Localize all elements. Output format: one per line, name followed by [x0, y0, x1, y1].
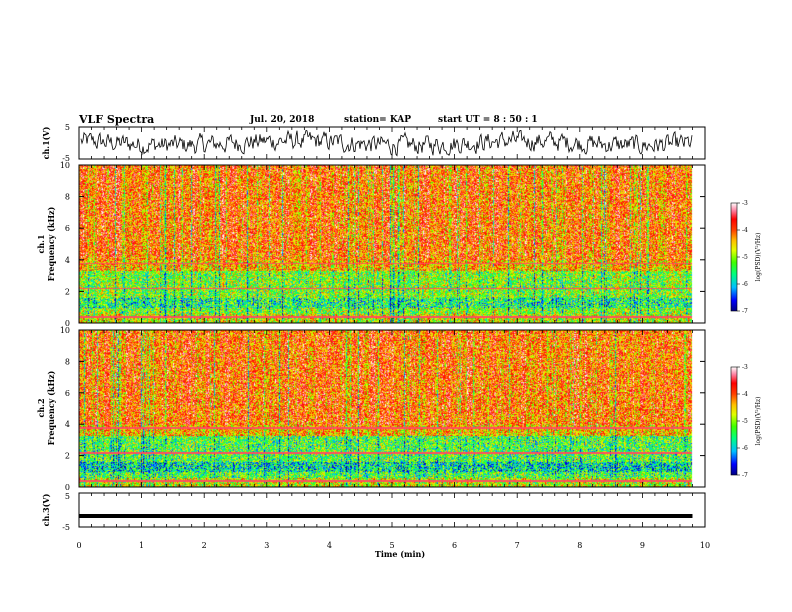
- ch3-ytick-top: 5: [65, 492, 70, 501]
- time-tick-label: 7: [515, 541, 520, 550]
- ch2-spectrogram-image: [79, 330, 705, 487]
- ch1-waveform-line: [80, 129, 693, 157]
- ch1-ytick-label: 10: [60, 161, 70, 170]
- time-tick-label: 10: [700, 541, 710, 550]
- ch2-colorbar-tick-label: -4: [742, 391, 748, 398]
- ch2-colorbar-tick-label: -7: [742, 472, 748, 479]
- ch2-spectrogram-channel: ch.2Frequency (kHz): [36, 370, 56, 445]
- time-axis-label: Time (min): [375, 549, 425, 559]
- ch2-colorbar-tick-label: -5: [742, 418, 748, 425]
- time-tick-label: 8: [577, 541, 582, 550]
- ch2-ytick-label: 4: [65, 420, 70, 429]
- ch1-ytick-label: 8: [65, 193, 70, 202]
- time-tick-label: 1: [139, 541, 144, 550]
- time-axis-ticks: 0 1 2 3 4 5 6 7 8 9 10: [76, 127, 710, 550]
- ch1-colorbar-label: log(PSD)(V²/Hz): [755, 233, 762, 282]
- time-tick-label: 6: [452, 541, 457, 550]
- ch1-colorbar-ticks: -3 -4 -5 -6 -7: [737, 200, 748, 315]
- ch1-colorbar-tick-label: -6: [742, 281, 748, 288]
- ch2-yticks: 0 2 4 6 8 10: [60, 326, 705, 492]
- time-tick-label: 0: [76, 541, 81, 550]
- ch2-ytick-label: 0: [65, 483, 70, 492]
- ch1-ytick-label: 4: [65, 256, 70, 265]
- ch1-colorbar-tick-label: -7: [742, 308, 748, 315]
- recording-date: Jul. 20, 2018: [250, 115, 315, 125]
- ch2-ytick-label: 10: [60, 326, 70, 335]
- ch2-ytick-label: 6: [65, 389, 70, 398]
- ch1-colorbar-tick-label: -3: [742, 200, 748, 207]
- station-label: station= KAP: [344, 115, 412, 125]
- ch2-colorbar-label: log(PSD)(V²/Hz): [755, 397, 762, 446]
- ch1-yticks: 0 2 4 6 8 10: [60, 161, 705, 328]
- ch2-colorbar: [730, 366, 738, 476]
- ch2-colorbar-tick-label: -3: [742, 364, 748, 371]
- ch2-colorbar-ticks: -3 -4 -5 -6 -7: [737, 364, 748, 479]
- ch1-colorbar-tick-label: -5: [742, 254, 748, 261]
- time-tick-label: 5: [389, 541, 394, 550]
- ch1-spectrogram-panel: 0 2 4 6 8 10 ch.1Frequency (kHz) -3 -4 -5 -6 -7 l…: [36, 161, 762, 328]
- ch1-ytick-label: 2: [65, 287, 70, 296]
- ch1-waveform-panel: 5 -5 ch.1(V): [41, 123, 706, 163]
- ch2-ytick-label: 8: [65, 357, 70, 366]
- ch2-spectrogram-panel: 0 2 4 6 8 10 ch.2Frequency (kHz) -3 -4 -5 -6 -7 l…: [36, 326, 762, 492]
- start-time-label: start UT = 8 : 50 : 1: [438, 115, 538, 125]
- time-tick-label: 9: [640, 541, 645, 550]
- chart-title: VLF Spectra: [79, 113, 155, 126]
- ch1-ytick-label: 0: [65, 319, 70, 328]
- time-tick-label: 3: [264, 541, 269, 550]
- ch2-colorbar-tick-label: -6: [742, 445, 748, 452]
- ch1-colorbar-tick-label: -4: [742, 227, 748, 234]
- time-tick-label: 4: [327, 541, 332, 550]
- ch3-ylabel: ch.3(V): [41, 493, 51, 526]
- ch1-ytick-top: 5: [65, 123, 70, 132]
- ch1-ytick-bottom: -5: [62, 154, 70, 163]
- ch3-ytick-bottom: -5: [62, 523, 70, 532]
- time-tick-label: 2: [202, 541, 207, 550]
- ch3-waveform-frame: [78, 492, 706, 528]
- ch2-ytick-label: 2: [65, 452, 70, 461]
- ch3-waveform-panel: 5 -5 ch.3(V): [41, 492, 706, 532]
- ch1-spectrogram-image: [79, 165, 705, 323]
- ch1-spectrogram-channel: ch.1Frequency (kHz): [36, 206, 56, 281]
- ch1-colorbar: [730, 202, 738, 312]
- ch1-ytick-label: 6: [65, 224, 70, 233]
- ch1-ylabel: ch.1(V): [41, 126, 51, 159]
